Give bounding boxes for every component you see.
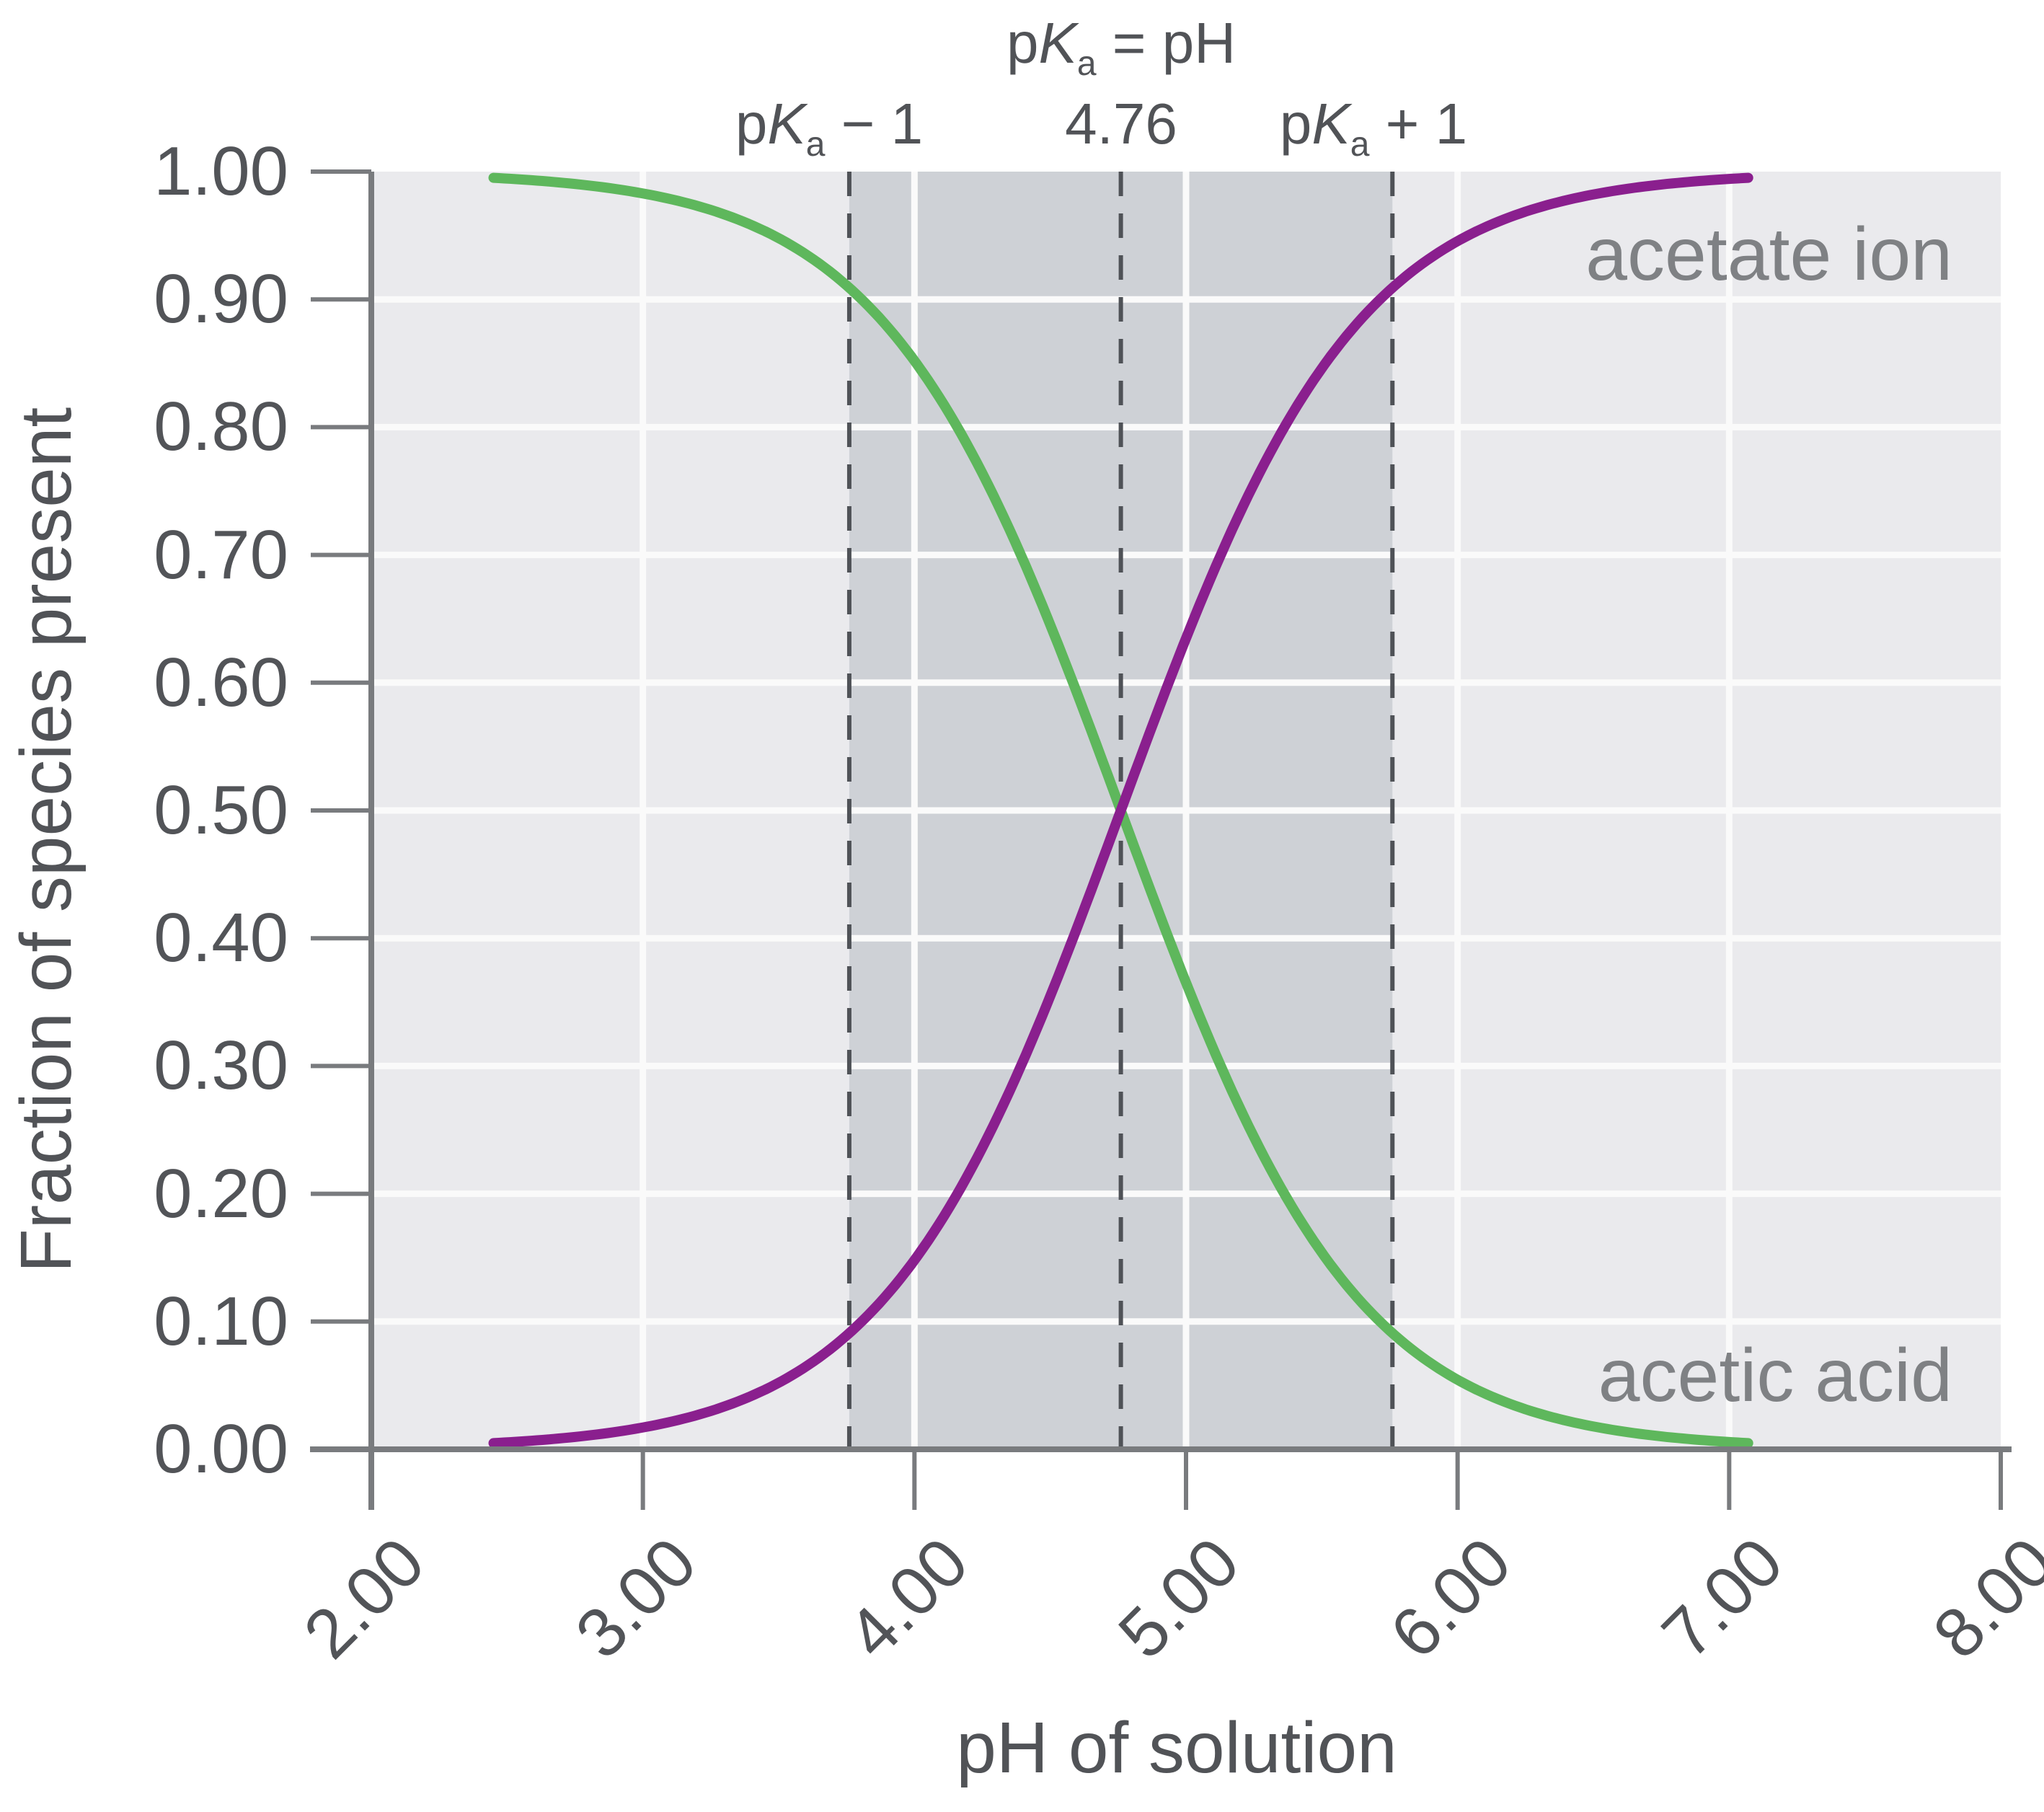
y-tick-label: 0.60 (154, 643, 288, 721)
pka-plus-K: K (1311, 92, 1350, 156)
pka-plus-one-label: pKa + 1 (1279, 91, 1468, 162)
acetic-acid-series-label: acetic acid (1598, 1334, 1952, 1418)
pka-minus-sub: a (805, 125, 826, 164)
pka-minus-one-label: pKa − 1 (735, 91, 924, 162)
pka-value-label: 4.76 (1065, 92, 1177, 156)
pka-eq-p: p (1006, 11, 1039, 75)
acetate-ion-curve (488, 172, 1753, 1449)
pka-plus-p: p (1279, 92, 1312, 156)
pka-eq-K: K (1038, 11, 1077, 75)
pka-minus-rest: − 1 (825, 92, 924, 156)
pka-plus-sub: a (1350, 125, 1370, 164)
pka-plus-rest: + 1 (1369, 92, 1468, 156)
y-tick-label: 0.50 (154, 772, 288, 849)
y-tick-label: 0.00 (154, 1410, 288, 1488)
y-tick-label: 0.90 (154, 260, 288, 338)
pka-minus-K: K (767, 92, 806, 156)
pka-equals-ph-label: pKa = pH (1006, 10, 1236, 81)
pka-minus-p: p (735, 92, 768, 156)
y-tick-label: 0.40 (154, 899, 288, 977)
y-tick-label: 0.30 (154, 1027, 288, 1105)
y-tick-label: 0.20 (154, 1154, 288, 1232)
y-tick-label: 1.00 (154, 133, 288, 210)
y-tick-label: 0.80 (154, 388, 288, 466)
y-tick-label: 0.10 (154, 1282, 288, 1360)
x-axis-title: pH of solution (956, 1707, 1397, 1788)
axis-tick-marks (311, 169, 2003, 1510)
gridlines (371, 172, 2001, 1449)
y-tick-label: 0.70 (154, 516, 288, 593)
pka-eq-rest: = pH (1096, 11, 1236, 75)
pka-eq-sub: a (1076, 45, 1097, 83)
acetate-ion-series-label: acetate ion (1585, 213, 1952, 296)
